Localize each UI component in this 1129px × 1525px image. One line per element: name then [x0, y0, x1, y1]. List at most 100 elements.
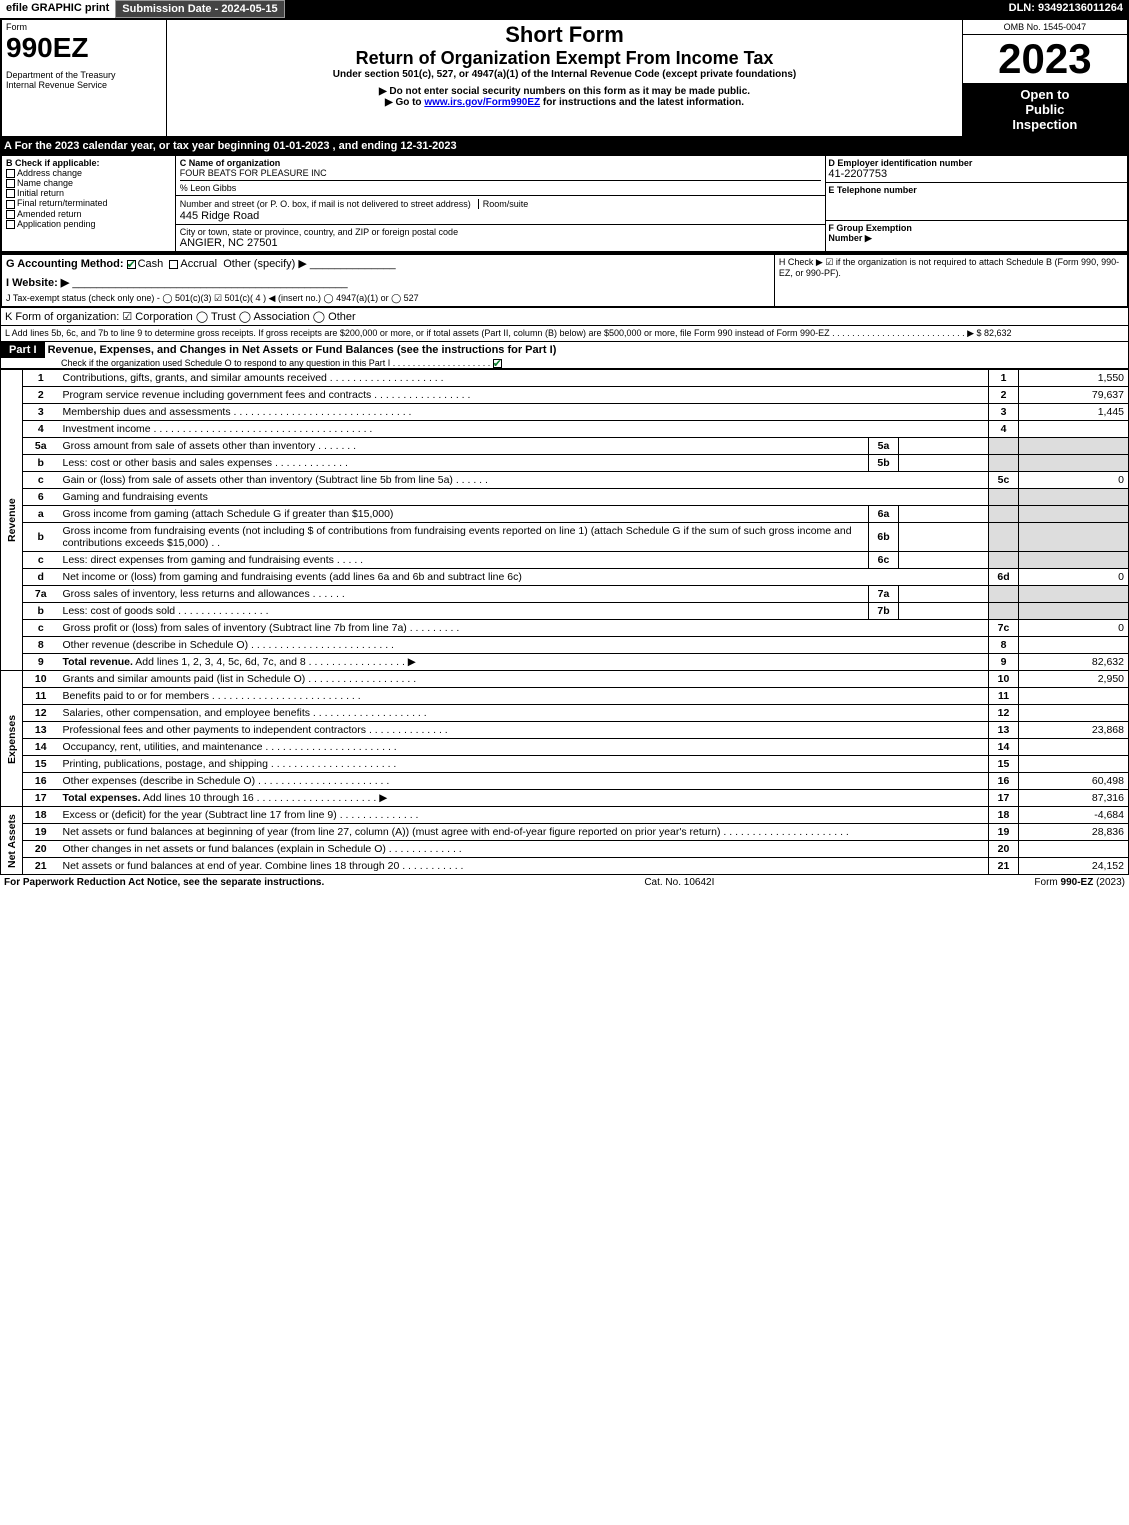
b-item: Application pending: [6, 219, 171, 229]
line-desc: Gross profit or (loss) from sales of inv…: [59, 620, 989, 637]
goto-line: ▶ Go to www.irs.gov/Form990EZ for instru…: [171, 97, 958, 108]
line-desc: Less: cost or other basis and sales expe…: [59, 455, 869, 472]
subline-number: 5a: [869, 438, 899, 455]
line-number: 13: [23, 722, 59, 739]
line-number: 7a: [23, 586, 59, 603]
i-label: I Website: ▶: [6, 277, 69, 289]
table-row: 20Other changes in net assets or fund ba…: [1, 841, 1129, 858]
line-number: 17: [23, 790, 59, 807]
form-subtitle: Return of Organization Exempt From Incom…: [171, 48, 958, 69]
result-number: 11: [989, 688, 1019, 705]
section-label: Net Assets: [1, 807, 23, 875]
line-value: 28,836: [1019, 824, 1129, 841]
line-number: b: [23, 523, 59, 552]
line-desc: Gross income from gaming (attach Schedul…: [59, 506, 869, 523]
b-item: Final return/terminated: [6, 198, 171, 208]
table-row: 17Total expenses. Add lines 10 through 1…: [1, 790, 1129, 807]
table-row: 5aGross amount from sale of assets other…: [1, 438, 1129, 455]
line-number: b: [23, 455, 59, 472]
room-label: Room/suite: [478, 199, 529, 209]
line-number: b: [23, 603, 59, 620]
line-desc: Benefits paid to or for members . . . . …: [59, 688, 989, 705]
line-value: -4,684: [1019, 807, 1129, 824]
form-title: Short Form: [171, 22, 958, 48]
accrual-label: Accrual: [180, 258, 217, 270]
b-checkbox[interactable]: [6, 169, 15, 178]
cash-checkbox[interactable]: [127, 260, 136, 269]
subline-number: 6a: [869, 506, 899, 523]
line-number: 14: [23, 739, 59, 756]
b-checkbox[interactable]: [6, 189, 15, 198]
form-word: Form: [6, 22, 162, 32]
table-row: 21Net assets or fund balances at end of …: [1, 858, 1129, 875]
e-label: E Telephone number: [828, 185, 1125, 195]
line-value: 0: [1019, 620, 1129, 637]
line-value: 0: [1019, 569, 1129, 586]
subline-value: [899, 438, 989, 455]
line-number: 5a: [23, 438, 59, 455]
line-desc: Program service revenue including govern…: [59, 387, 989, 404]
line-number: 9: [23, 654, 59, 671]
table-row: 6Gaming and fundraising events: [1, 489, 1129, 506]
b-checkbox[interactable]: [6, 179, 15, 188]
result-number: 14: [989, 739, 1019, 756]
subline-number: 7b: [869, 603, 899, 620]
part1-label: Part I: [1, 342, 45, 358]
table-row: 4Investment income . . . . . . . . . . .…: [1, 421, 1129, 438]
line-a: A For the 2023 calendar year, or tax yea…: [0, 138, 1129, 154]
other-label: Other (specify) ▶: [223, 258, 307, 270]
dln: DLN: 93492136011264: [1003, 0, 1129, 18]
entity-block: B Check if applicable: Address changeNam…: [0, 154, 1129, 253]
g-label: G Accounting Method:: [6, 258, 124, 270]
footer-left: For Paperwork Reduction Act Notice, see …: [4, 877, 324, 888]
line-value: [1019, 841, 1129, 858]
table-row: 2Program service revenue including gover…: [1, 387, 1129, 404]
efile-label[interactable]: efile GRAPHIC print: [0, 0, 115, 18]
table-row: cGross profit or (loss) from sales of in…: [1, 620, 1129, 637]
table-row: 3Membership dues and assessments . . . .…: [1, 404, 1129, 421]
result-number: 21: [989, 858, 1019, 875]
irs-link[interactable]: www.irs.gov/Form990EZ: [424, 97, 540, 108]
top-bar: efile GRAPHIC print Submission Date - 20…: [0, 0, 1129, 18]
line-desc: Excess or (deficit) for the year (Subtra…: [59, 807, 989, 824]
shaded-cell: [989, 552, 1019, 569]
b-checkbox[interactable]: [6, 210, 15, 219]
line-number: 19: [23, 824, 59, 841]
l-line: L Add lines 5b, 6c, and 7b to line 9 to …: [0, 326, 1129, 342]
table-row: cLess: direct expenses from gaming and f…: [1, 552, 1129, 569]
shaded-cell: [1019, 523, 1129, 552]
line-value: 0: [1019, 472, 1129, 489]
part1-header: Part I Revenue, Expenses, and Changes in…: [0, 342, 1129, 369]
line-desc: Grants and similar amounts paid (list in…: [59, 671, 989, 688]
line-number: 15: [23, 756, 59, 773]
part1-checkbox[interactable]: [493, 359, 502, 368]
line-value: 60,498: [1019, 773, 1129, 790]
b-checkbox[interactable]: [6, 220, 15, 229]
table-row: 7aGross sales of inventory, less returns…: [1, 586, 1129, 603]
footer-right-bold: 990-EZ: [1061, 877, 1094, 888]
subline-value: [899, 603, 989, 620]
table-row: Net Assets18Excess or (deficit) for the …: [1, 807, 1129, 824]
dept-label: Department of the Treasury Internal Reve…: [6, 70, 162, 90]
b-item: Address change: [6, 168, 171, 178]
line-desc: Less: direct expenses from gaming and fu…: [59, 552, 869, 569]
accrual-checkbox[interactable]: [169, 260, 178, 269]
line-desc: Other revenue (describe in Schedule O) .…: [59, 637, 989, 654]
line-value: [1019, 705, 1129, 722]
c-label: C Name of organization: [180, 158, 822, 168]
open-public: Open to Public Inspection: [963, 83, 1127, 136]
subline-number: 5b: [869, 455, 899, 472]
subline-value: [899, 552, 989, 569]
table-row: 14Occupancy, rent, utilities, and mainte…: [1, 739, 1129, 756]
line-desc: Salaries, other compensation, and employ…: [59, 705, 989, 722]
org-name: FOUR BEATS FOR PLEASURE INC: [180, 168, 822, 178]
line-desc: Gaming and fundraising events: [59, 489, 989, 506]
b-checkbox[interactable]: [6, 200, 15, 209]
shaded-cell: [989, 523, 1019, 552]
shaded-cell: [989, 586, 1019, 603]
line-value: [1019, 756, 1129, 773]
table-row: cGain or (loss) from sale of assets othe…: [1, 472, 1129, 489]
line-desc: Other changes in net assets or fund bala…: [59, 841, 989, 858]
line-number: 10: [23, 671, 59, 688]
result-number: 13: [989, 722, 1019, 739]
